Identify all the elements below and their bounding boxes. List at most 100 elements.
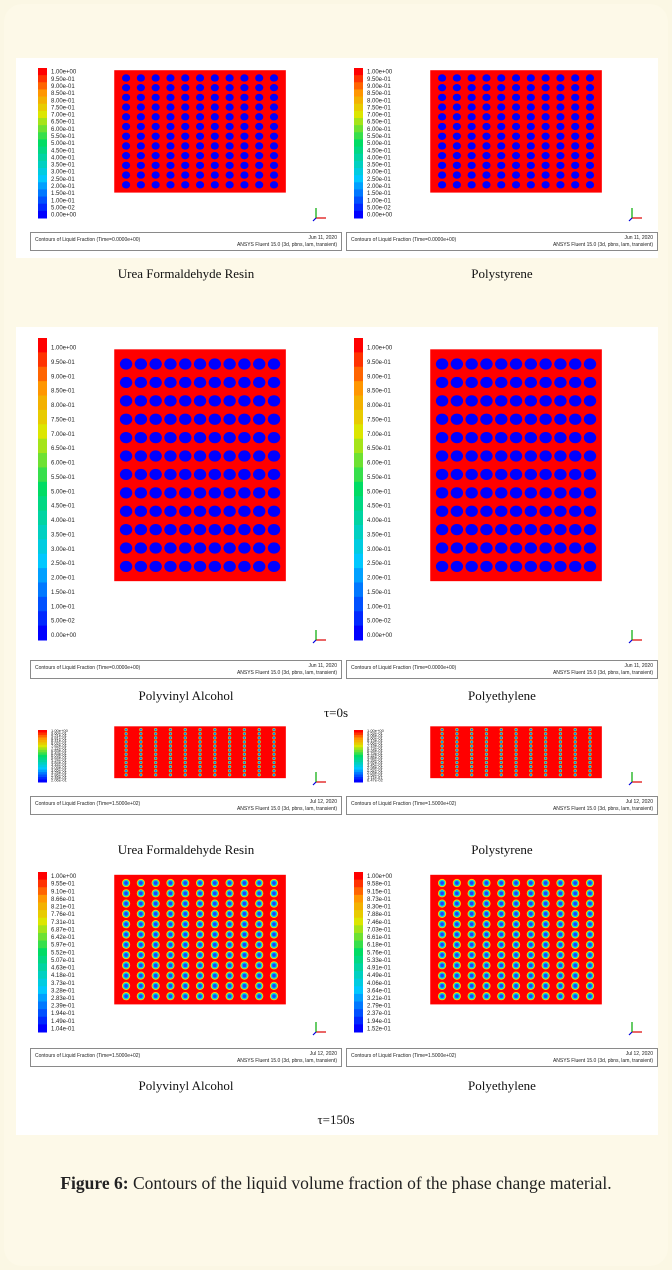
- pcm-capsule: [252, 432, 266, 444]
- pcm-capsule: [465, 358, 478, 370]
- legend-tick-label: 1.11e-01: [367, 775, 383, 780]
- pcm-capsule: [267, 524, 281, 536]
- legend-swatch: [38, 730, 47, 733]
- pcm-capsule: [541, 181, 550, 189]
- pcm-capsule: [526, 83, 535, 92]
- pcm-capsule: [208, 432, 222, 444]
- legend-swatch: [38, 146, 47, 155]
- pcm-capsule: [252, 413, 266, 425]
- pcm-capsule-core: [544, 732, 547, 735]
- pcm-capsule-core: [214, 765, 216, 768]
- pcm-capsule: [556, 93, 565, 102]
- pcm-capsule: [225, 132, 234, 140]
- pcm-capsule: [539, 487, 552, 499]
- legend-swatch: [354, 872, 363, 881]
- legend-tick-label: 8.73e-01: [367, 897, 391, 903]
- pcm-capsule: [269, 74, 279, 82]
- pcm-capsule-core: [212, 881, 217, 885]
- footer-date: Jun 11, 2020: [624, 235, 653, 241]
- pcm-capsule: [149, 542, 162, 554]
- legend-tick-label: 2.52e-01: [367, 768, 384, 773]
- pcm-capsule: [495, 376, 508, 389]
- pcm-capsule-core: [273, 741, 275, 743]
- pcm-capsule: [240, 83, 249, 92]
- pcm-capsule: [193, 376, 207, 389]
- legend-swatch: [38, 747, 47, 751]
- pcm-capsule-core: [588, 912, 592, 916]
- footer-date: Jul 12, 2020: [309, 799, 337, 805]
- pcm-capsule-core: [272, 881, 276, 885]
- pcm-capsule: [467, 161, 476, 170]
- pcm-capsule: [267, 413, 281, 425]
- pcm-capsule: [509, 505, 523, 517]
- pcm-capsule-core: [139, 891, 143, 896]
- legend-tick-label: 4.05e-01: [51, 765, 68, 770]
- pcm-capsule-core: [469, 912, 474, 916]
- pcm-capsule-core: [214, 753, 216, 756]
- pcm-capsule-core: [258, 770, 260, 772]
- pcm-capsule: [119, 413, 133, 425]
- legend-swatch: [354, 182, 363, 190]
- pcm-capsule: [465, 450, 478, 462]
- pcm-capsule-core: [273, 737, 275, 739]
- time-label-150s: τ=150s: [317, 1112, 355, 1127]
- pcm-capsule: [583, 413, 597, 425]
- pcm-capsule-core: [168, 994, 173, 999]
- pcm-capsule-core: [272, 891, 276, 896]
- pcm-capsule-core: [543, 881, 548, 885]
- pcm-capsule-core: [242, 881, 247, 885]
- pcm-capsule-core: [515, 770, 517, 772]
- pcm-capsule-core: [455, 942, 459, 947]
- pcm-capsule: [195, 122, 205, 131]
- pcm-capsule-core: [199, 732, 201, 735]
- pcm-capsule: [255, 113, 264, 121]
- pcm-capsule: [269, 181, 279, 189]
- pcm-capsule-core: [528, 922, 533, 927]
- pcm-capsule-core: [559, 761, 562, 764]
- pcm-capsule: [497, 103, 506, 111]
- legend-swatch: [354, 955, 363, 964]
- pcm-capsule: [437, 151, 447, 160]
- legend-swatch: [38, 1016, 47, 1025]
- pcm-capsule: [541, 93, 550, 102]
- legend-tick-label: 9.50e-01: [51, 360, 75, 366]
- pcm-capsule: [465, 560, 478, 573]
- pcm-capsule-core: [154, 732, 157, 735]
- legend-tick-label: 7.62e-01: [51, 743, 68, 748]
- legend-swatch: [354, 737, 363, 741]
- pcm-capsule: [136, 83, 145, 92]
- legend-swatch: [38, 103, 47, 112]
- pcm-capsule: [223, 505, 236, 517]
- pcm-capsule: [208, 358, 222, 370]
- pcm-capsule-core: [558, 912, 563, 916]
- pcm-capsule: [208, 542, 222, 554]
- legend-swatch: [354, 764, 363, 768]
- material-label: Polyethylene: [468, 1078, 536, 1093]
- pcm-capsule-core: [589, 741, 591, 743]
- pcm-capsule: [269, 93, 279, 102]
- pcm-capsule: [121, 93, 131, 102]
- legend-tick-label: 6.18e-01: [367, 943, 391, 949]
- pcm-capsule-core: [153, 922, 158, 927]
- pcm-capsule: [467, 132, 476, 140]
- pcm-capsule-core: [124, 984, 128, 988]
- pcm-capsule-core: [469, 953, 474, 957]
- pcm-capsule-core: [440, 891, 444, 896]
- legend-tick-label: 8.50e-01: [51, 91, 75, 97]
- legend-tick-label: 5.50e-01: [367, 475, 391, 481]
- pcm-capsule: [539, 524, 552, 536]
- pcm-capsule: [223, 395, 236, 407]
- pcm-capsule: [208, 524, 222, 536]
- legend-tick-label: 2.06e-01: [51, 778, 68, 783]
- pcm-capsule: [482, 83, 491, 92]
- pcm-capsule: [539, 395, 552, 407]
- pcm-capsule: [225, 142, 234, 150]
- pcm-capsule: [539, 376, 552, 389]
- pcm-capsule-core: [154, 753, 157, 756]
- pcm-capsule: [119, 560, 133, 573]
- legend-swatch: [38, 196, 47, 205]
- pcm-capsule: [136, 103, 145, 111]
- pcm-capsule-core: [257, 922, 262, 927]
- pcm-capsule: [240, 113, 249, 121]
- pcm-capsule: [134, 560, 148, 573]
